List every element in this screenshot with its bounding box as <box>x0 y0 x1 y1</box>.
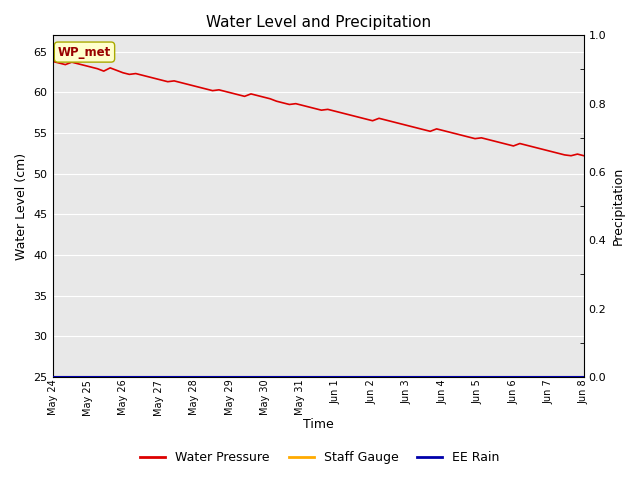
Title: Water Level and Precipitation: Water Level and Precipitation <box>205 15 431 30</box>
Y-axis label: Water Level (cm): Water Level (cm) <box>15 153 28 260</box>
Legend: Water Pressure, Staff Gauge, EE Rain: Water Pressure, Staff Gauge, EE Rain <box>136 446 504 469</box>
Text: WP_met: WP_met <box>58 46 111 59</box>
X-axis label: Time: Time <box>303 419 333 432</box>
Y-axis label: Precipitation: Precipitation <box>612 167 625 245</box>
